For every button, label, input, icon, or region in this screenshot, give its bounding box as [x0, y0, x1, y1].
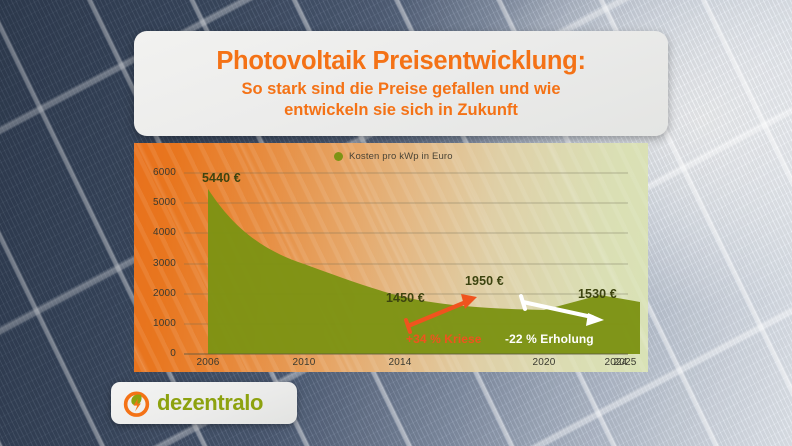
- page-title: Photovoltaik Preisentwicklung:: [216, 47, 586, 76]
- chart-legend-label: Kosten pro kWp in Euro: [349, 151, 453, 162]
- x-tick-label: 2020: [532, 357, 556, 368]
- value-label-2020: 1450 €: [386, 291, 425, 305]
- page-subtitle-line-1: So stark sind die Preise gefallen und wi…: [241, 79, 561, 98]
- dezentralo-leaf-circle-icon: [123, 391, 150, 417]
- annotation-erholung-label: -22 % Erholung: [505, 332, 594, 346]
- x-tick-label: 2025: [613, 357, 637, 368]
- circle-marker-icon: [334, 152, 343, 161]
- x-tick-label: 2024: [604, 357, 628, 368]
- annotation-krise-label: +34 % Kriese: [406, 332, 482, 346]
- page-subtitle-line-2: entwickeln sie sich in Zukunft: [284, 101, 518, 120]
- x-tick-label: 2014: [388, 357, 412, 368]
- y-tick-label: 1000: [152, 318, 176, 329]
- y-tick-label: 5000: [152, 197, 176, 208]
- arrow-down-right-icon: [519, 294, 604, 326]
- title-card: Photovoltaik Preisentwicklung: So stark …: [134, 31, 668, 136]
- y-tick-label: 2000: [152, 288, 176, 299]
- x-tick-label: 2006: [196, 357, 220, 368]
- brand-logo[interactable]: dezentralo: [111, 382, 297, 424]
- page-subtitle: So stark sind die Preise gefallen und wi…: [241, 79, 560, 122]
- value-label-2006: 5440 €: [202, 171, 241, 185]
- y-tick-label: 4000: [152, 227, 176, 238]
- y-tick-label: 3000: [152, 258, 176, 269]
- value-label-2024: 1950 €: [465, 274, 504, 288]
- chart-area-series: [208, 189, 640, 354]
- x-tick-label: 2010: [292, 357, 316, 368]
- value-label-2025: 1530 €: [578, 287, 617, 301]
- chart-panel: Kosten pro kWp in Euro: [134, 143, 648, 372]
- chart-legend: Kosten pro kWp in Euro: [334, 151, 453, 162]
- arrow-up-right-icon: [404, 294, 477, 334]
- chart-plot-area: [184, 172, 640, 355]
- y-tick-label: 0: [170, 348, 176, 359]
- y-tick-label: 6000: [152, 167, 176, 178]
- brand-logo-text: dezentralo: [157, 390, 264, 415]
